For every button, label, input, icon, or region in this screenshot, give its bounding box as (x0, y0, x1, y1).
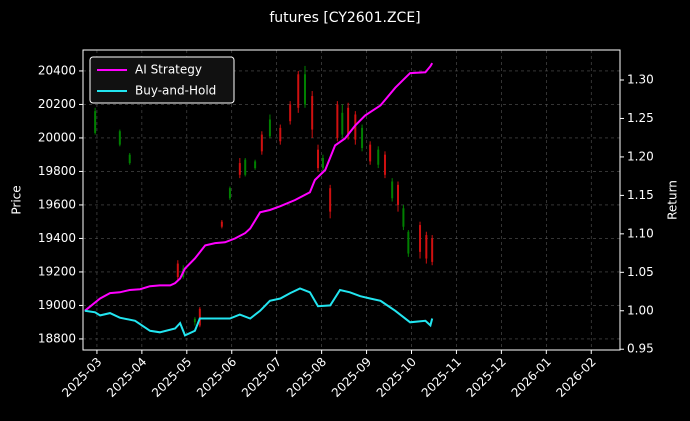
y2-tick-label: 1.25 (627, 111, 654, 125)
x-tick-label: 2025-12 (464, 355, 509, 400)
candle-body (220, 221, 223, 227)
candle-body (289, 104, 292, 122)
candle-body (94, 111, 97, 133)
candle-body (268, 119, 271, 137)
y-tick-label: 19400 (38, 231, 76, 245)
x-tick-label: 2026-01 (509, 355, 554, 400)
x-tick-label: 2025-03 (59, 355, 104, 400)
x-tick-label: 2025-10 (374, 355, 419, 400)
y2-tick-label: 0.95 (627, 342, 654, 356)
y-tick-label: 20400 (38, 63, 76, 77)
candle-body (391, 181, 394, 199)
y-tick-label: 18800 (38, 331, 76, 345)
candle-body (244, 159, 247, 175)
x-tick-label: 2025-04 (104, 355, 149, 400)
legend-label: Buy-and-Hold (135, 84, 216, 98)
x-tick-label: 2025-06 (194, 355, 239, 400)
series-line (84, 287, 434, 337)
candle-body (336, 104, 339, 138)
y2-tick-label: 1.30 (627, 73, 654, 87)
candle-body (361, 127, 364, 148)
x-tick-label: 2025-05 (149, 355, 194, 400)
candle-body (193, 318, 196, 323)
candle-body (369, 144, 372, 162)
candle-body (238, 163, 241, 175)
candle-body (303, 74, 306, 105)
candle-body (383, 154, 386, 175)
candle-body (260, 134, 263, 152)
candle-body (397, 184, 400, 205)
y2-tick-label: 1.20 (627, 149, 654, 163)
candle-body (341, 112, 344, 135)
y-tick-label: 19600 (38, 197, 76, 211)
candle-body (279, 127, 282, 142)
y-tick-label: 19200 (38, 264, 76, 278)
x-tick-label: 2025-09 (329, 355, 374, 400)
candle-body (317, 149, 320, 169)
candle-body (354, 114, 357, 140)
candle-body (228, 188, 231, 199)
chart-title: futures [CY2601.ZCE] (269, 10, 420, 26)
x-tick-label: 2025-11 (419, 355, 464, 400)
candle-body (198, 308, 201, 326)
y2-tick-label: 1.00 (627, 303, 654, 317)
y-axis-label: Price (10, 185, 24, 214)
candle-body (297, 74, 300, 108)
x-tick-label: 2025-07 (239, 355, 284, 400)
candle-body (311, 96, 314, 130)
y-tick-label: 19800 (38, 164, 76, 178)
y2-tick-label: 1.15 (627, 188, 654, 202)
candle-body (176, 263, 179, 277)
candle-body (118, 131, 121, 145)
candle-body (254, 161, 257, 169)
x-tick-label: 2026-02 (553, 355, 598, 400)
y-tick-label: 20000 (38, 130, 76, 144)
series-line (84, 62, 434, 312)
y-tick-label: 20200 (38, 97, 76, 111)
y2-tick-label: 1.05 (627, 265, 654, 279)
candle-body (419, 225, 422, 252)
candle-body (431, 238, 434, 262)
candle-body (347, 107, 350, 137)
candle-body (321, 158, 324, 169)
plot-frame (82, 49, 621, 351)
candle-body (128, 154, 131, 164)
candle-body (425, 235, 428, 259)
candle-body (402, 208, 405, 227)
candle-body (329, 188, 332, 212)
y2-tick-label: 1.10 (627, 226, 654, 240)
candle-body (377, 149, 380, 165)
candle-body (407, 231, 410, 254)
x-tick-label: 2025-08 (284, 355, 329, 400)
y-tick-label: 19000 (38, 298, 76, 312)
legend-label: AI Strategy (135, 63, 202, 77)
y2-axis-label: Return (666, 180, 680, 220)
